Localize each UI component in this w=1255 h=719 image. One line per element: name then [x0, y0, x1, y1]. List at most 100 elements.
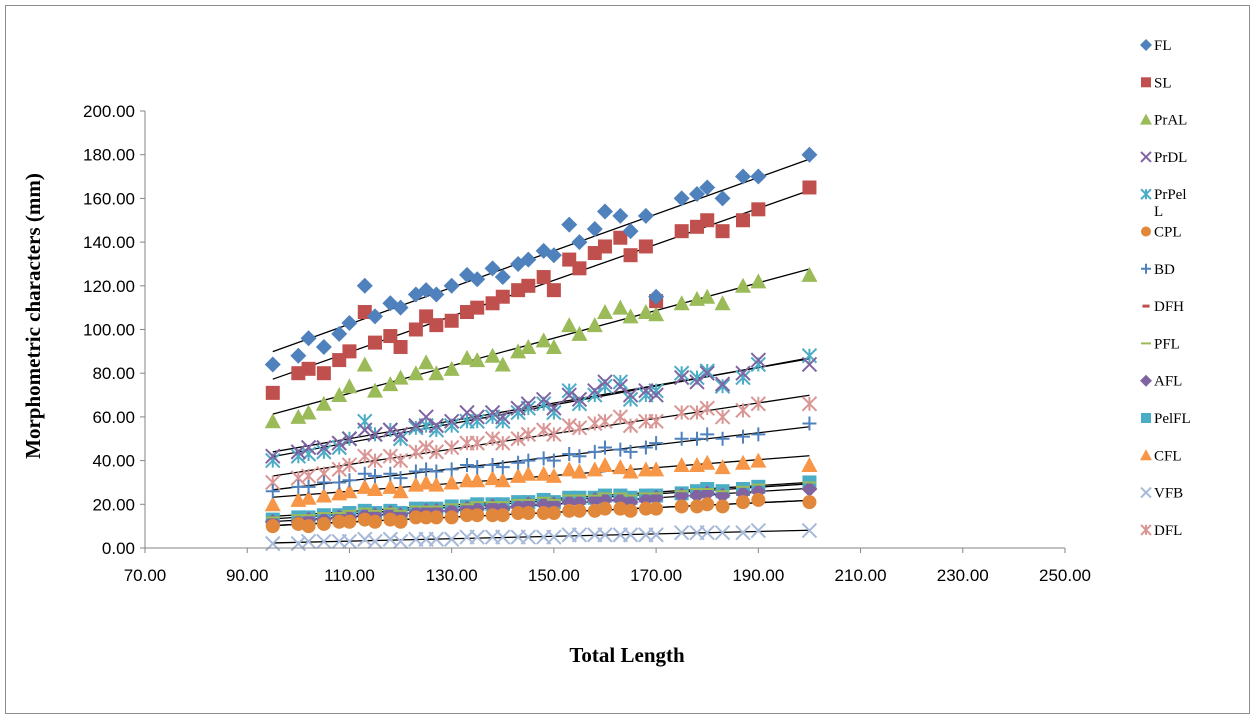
data-point: [700, 213, 715, 228]
legend-item-afl: AFL: [1140, 374, 1182, 390]
data-point: [598, 440, 612, 455]
series-fl: [264, 146, 818, 373]
data-point: [382, 531, 399, 547]
data-point: [494, 269, 511, 286]
legend-label: CPL: [1154, 225, 1182, 241]
data-point: [443, 360, 460, 376]
data-point: [736, 213, 750, 228]
data-point: [735, 402, 751, 419]
data-point: [546, 400, 562, 416]
series-prpell: [265, 348, 818, 469]
y-tick-label: 200.00: [83, 102, 135, 121]
data-point: [408, 510, 423, 525]
data-point: [428, 365, 445, 381]
data-point: [469, 352, 486, 368]
data-point: [484, 404, 501, 421]
data-point: [714, 459, 731, 475]
legend-item-dfh: DFH: [1142, 299, 1184, 315]
data-point: [342, 344, 357, 359]
legend-label: DFH: [1154, 299, 1184, 315]
data-point: [511, 455, 526, 470]
data-point: [301, 519, 316, 534]
legend-marker: [1141, 77, 1151, 88]
data-point: [429, 318, 444, 333]
legend-label: PrDL: [1154, 150, 1187, 166]
data-point: [408, 322, 423, 337]
data-point: [460, 457, 474, 472]
data-point: [699, 179, 716, 196]
data-point: [316, 533, 332, 550]
data-point: [265, 519, 280, 534]
data-point: [407, 365, 424, 381]
data-point: [367, 426, 383, 443]
data-point: [735, 524, 751, 541]
data-point: [715, 499, 730, 514]
legend-label: CFL: [1154, 448, 1182, 464]
data-point: [648, 413, 664, 429]
data-point: [801, 396, 818, 412]
legend-marker: [1140, 486, 1152, 499]
legend-label: AFL: [1154, 374, 1182, 390]
data-point: [613, 230, 628, 245]
data-point: [392, 483, 409, 499]
chart-frame: [5, 5, 1250, 714]
data-point: [622, 223, 639, 240]
data-point: [521, 506, 536, 521]
x-tick-label: 90.00: [226, 566, 269, 585]
data-point: [562, 447, 577, 462]
data-point: [444, 462, 459, 477]
data-point: [714, 295, 731, 311]
legend-label: BD: [1154, 262, 1175, 278]
data-point: [622, 527, 639, 543]
series-cfl: [264, 452, 818, 512]
y-tick-label: 160.00: [83, 189, 135, 208]
data-point: [419, 462, 434, 477]
data-point: [546, 283, 561, 298]
data-point: [484, 347, 501, 363]
legend-marker: [1140, 524, 1152, 536]
data-point: [290, 535, 307, 552]
data-point: [801, 456, 818, 472]
data-point: [736, 429, 750, 444]
data-point: [572, 449, 587, 464]
data-point: [751, 202, 766, 217]
data-point: [392, 369, 409, 385]
x-tick-label: 210.00: [835, 566, 887, 585]
x-tick-label: 110.00: [324, 566, 375, 585]
data-point: [750, 522, 767, 539]
data-point: [300, 489, 317, 505]
legend-item-prdl: PrDL: [1140, 150, 1187, 166]
data-point: [341, 378, 358, 394]
data-point: [735, 454, 751, 470]
data-point: [356, 277, 373, 294]
data-point: [535, 332, 552, 348]
legend-marker: [1140, 113, 1152, 125]
data-point: [597, 304, 613, 320]
data-point: [418, 354, 435, 370]
data-point: [495, 460, 510, 475]
data-point: [408, 464, 423, 479]
data-point: [429, 510, 444, 525]
data-point: [673, 295, 690, 311]
x-axis-title: Total Length: [569, 643, 685, 667]
data-point: [735, 277, 751, 293]
data-point: [802, 416, 817, 431]
data-point: [715, 431, 730, 446]
data-point: [714, 376, 731, 392]
x-tick-label: 250.00: [1039, 566, 1091, 585]
data-point: [648, 461, 665, 477]
data-point: [689, 186, 705, 203]
trendline-dfl: [272, 394, 810, 477]
data-point: [622, 463, 639, 479]
data-point: [367, 382, 383, 398]
data-point: [561, 387, 577, 403]
data-point: [332, 514, 347, 529]
data-point: [367, 308, 383, 325]
data-point: [535, 391, 552, 408]
data-point: [331, 461, 347, 478]
legend-label: VFB: [1154, 486, 1183, 502]
data-point: [511, 506, 526, 521]
data-point: [265, 535, 281, 552]
legend-marker: [1140, 449, 1152, 461]
